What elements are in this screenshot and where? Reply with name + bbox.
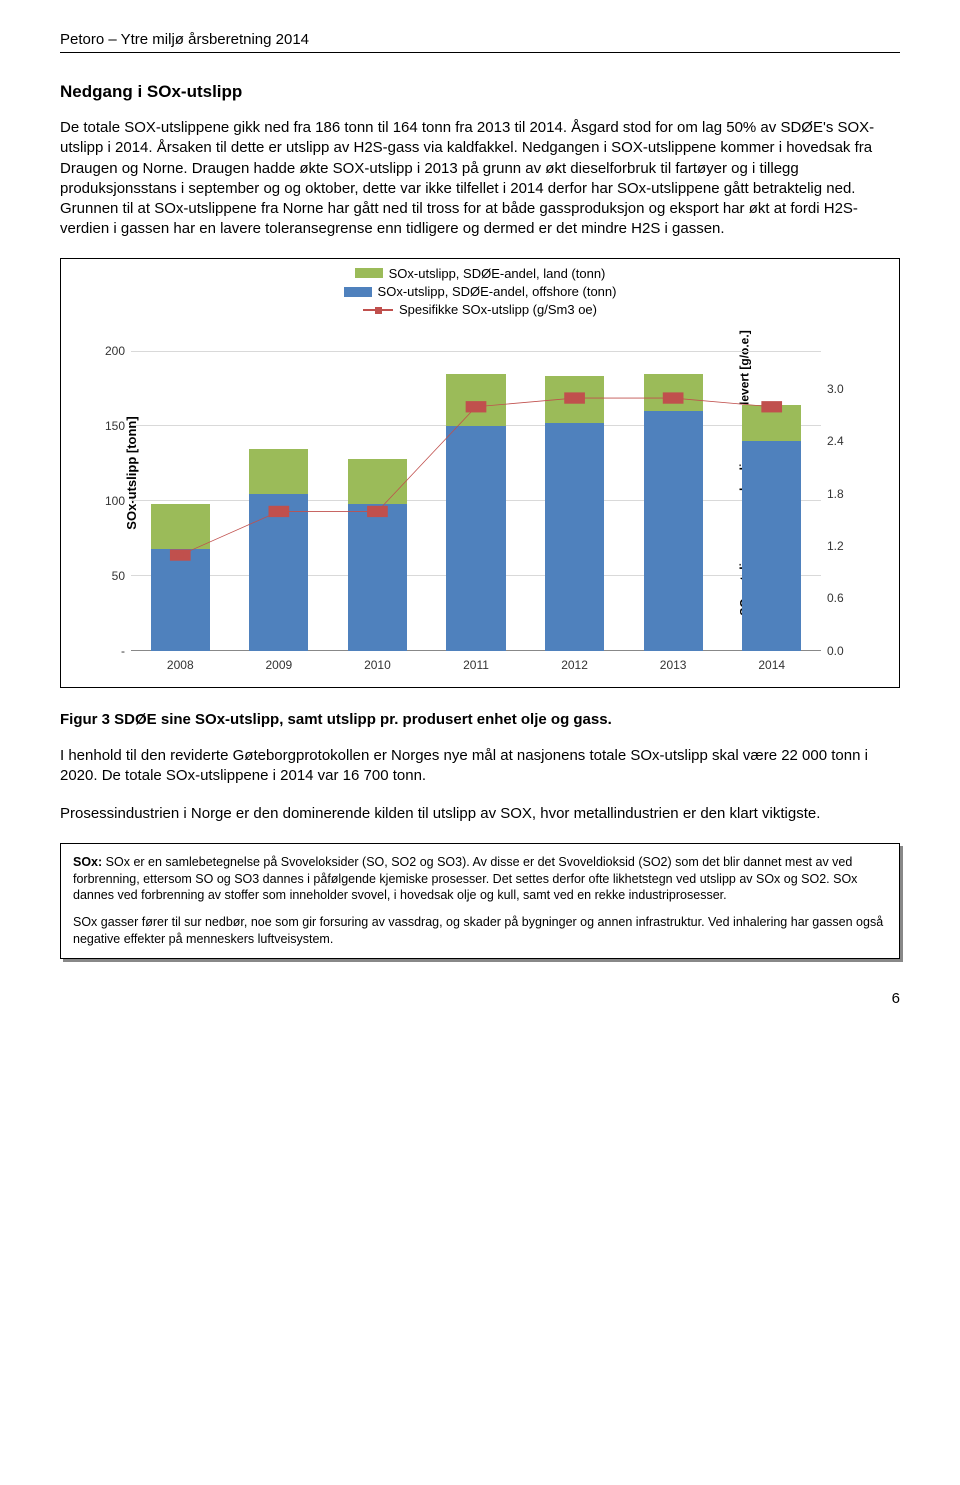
doc-header: Petoro – Ytre miljø årsberetning 2014 [60,30,900,50]
y-right-tick: 0.0 [827,643,865,659]
line-marker [371,507,385,515]
legend-swatch-line [363,305,393,315]
x-tick: 2010 [364,657,391,673]
legend-item-line: Spesifikke SOx-utslipp (g/Sm3 oe) [363,301,597,319]
x-tick: 2013 [660,657,687,673]
legend-swatch-land [355,268,383,278]
line-marker [765,402,779,410]
sox-chart: SOx-utslipp, SDØE-andel, land (tonn) SOx… [60,258,900,688]
x-tick: 2008 [167,657,194,673]
x-tick: 2011 [463,657,489,673]
chart-legend: SOx-utslipp, SDØE-andel, land (tonn) SOx… [61,265,899,320]
y-left-tick: - [87,643,125,659]
chart-plot-area: -501001502000.00.61.21.82.43.02008200920… [131,337,821,651]
paragraph-2: I henhold til den reviderte Gøteborgprot… [60,746,900,787]
line-marker [173,551,187,559]
legend-label-offshore: SOx-utslipp, SDØE-andel, offshore (tonn) [378,283,617,301]
chart-line [131,337,821,651]
line-marker [469,402,483,410]
info-box-p1: SOx: SOx er en samlebetegnelse på Svovel… [73,854,887,905]
y-right-tick: 1.8 [827,486,865,502]
y-left-tick: 50 [87,568,125,584]
x-tick: 2009 [265,657,292,673]
y-right-tick: 2.4 [827,433,865,449]
info-box-p2: SOx gasser fører til sur nedbør, noe som… [73,914,887,948]
x-tick: 2012 [561,657,588,673]
legend-swatch-offshore [344,287,372,297]
line-marker [666,394,680,402]
paragraph-3: Prosessindustrien i Norge er den dominer… [60,804,900,824]
y-right-tick: 3.0 [827,381,865,397]
line-marker [272,507,286,515]
y-left-tick: 150 [87,418,125,434]
info-box-sox: SOx: SOx er en samlebetegnelse på Svovel… [60,843,900,959]
legend-label-land: SOx-utslipp, SDØE-andel, land (tonn) [389,265,606,283]
legend-label-line: Spesifikke SOx-utslipp (g/Sm3 oe) [399,301,597,319]
y-right-tick: 0.6 [827,590,865,606]
legend-item-offshore: SOx-utslipp, SDØE-andel, offshore (tonn) [344,283,617,301]
section-title: Nedgang i SOx-utslipp [60,81,900,104]
header-rule [60,52,900,53]
x-tick: 2014 [758,657,785,673]
line-marker [568,394,582,402]
page-number: 6 [60,989,900,1009]
figure-caption: Figur 3 SDØE sine SOx-utslipp, samt utsl… [60,710,900,730]
y-left-tick: 100 [87,493,125,509]
legend-item-land: SOx-utslipp, SDØE-andel, land (tonn) [355,265,606,283]
y-left-tick: 200 [87,344,125,360]
paragraph-1: De totale SOX-utslippene gikk ned fra 18… [60,118,900,240]
y-right-tick: 1.2 [827,538,865,554]
